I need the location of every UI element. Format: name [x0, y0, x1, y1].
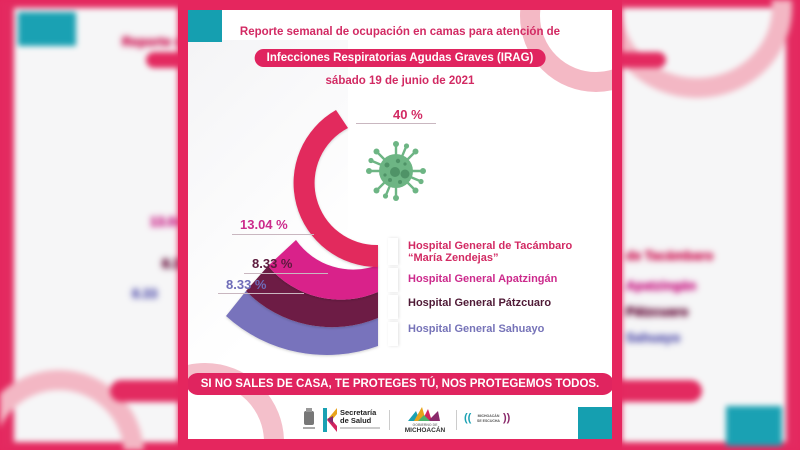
- slogan-pill: SI NO SALES DE CASA, TE PROTEGES TÚ, NOS…: [188, 373, 612, 395]
- radio-logo: MICHOACÁN SE ESCUCHA: [477, 414, 500, 423]
- logo-text: MICHOACÁN: [477, 414, 500, 418]
- blur-value: 13.04: [150, 214, 178, 229]
- blur-teal-square: [18, 12, 76, 46]
- leader-line: [356, 123, 436, 124]
- secretaria-salud-k-icon: [323, 408, 337, 432]
- blur-ring: [622, 0, 792, 98]
- infographic-frame: Reporte semanal de ocupación en camas pa…: [178, 0, 622, 450]
- logo-text: Secretaría: [340, 408, 377, 417]
- pct-label-apatzingan: 13.04 %: [240, 217, 288, 232]
- teal-square-bottom-right: [578, 407, 612, 439]
- arc-patzcuaro: [246, 266, 378, 328]
- logo-text: de Salud: [340, 416, 372, 425]
- logo-separator: [389, 410, 390, 430]
- blur-label: de Tacámbaro: [626, 248, 714, 263]
- legend-tab: [388, 238, 398, 265]
- blur-label: Apatzingán: [626, 278, 697, 293]
- legend-tab: [388, 295, 398, 319]
- blur-pill: [110, 380, 178, 402]
- blur-pill: [146, 52, 178, 68]
- infographic-card: Reporte semanal de ocupación en camas pa…: [188, 10, 612, 439]
- background-blur-left: Reporte sem 13.04 8.33 8.33: [0, 0, 178, 450]
- logo-subtitle: [340, 427, 380, 429]
- blur-header-text: Reporte sem: [122, 34, 178, 49]
- header-highlight-pill: Infecciones Respiratorias Agudas Graves …: [254, 49, 546, 67]
- leader-line: [244, 273, 328, 274]
- arc-apatzingan: [268, 240, 378, 300]
- teal-square-top-left: [188, 10, 222, 42]
- michoacan-logo: GOBIERNO DE MICHOACÁN: [402, 423, 448, 434]
- background-blur-right: de Tacámbaro Apatzingán Pátzcuaro Sahuay…: [622, 0, 800, 450]
- blur-value: 8.33: [162, 256, 178, 271]
- blur-label: Pátzcuaro: [626, 304, 689, 319]
- virus-icon: [366, 141, 426, 201]
- logo-text: GOBIERNO DE: [412, 423, 438, 427]
- state-coat-of-arms-icon: [303, 408, 315, 429]
- legend-label-patzcuaro: Hospital General Pátzcuaro: [408, 297, 552, 309]
- blur-value: 8.33: [132, 286, 158, 301]
- secretaria-salud-logo: Secretaría de Salud: [340, 409, 380, 429]
- legend-tab: [388, 322, 398, 346]
- logo-text: SE ESCUCHA: [477, 418, 500, 423]
- header-title: Reporte semanal de ocupación en camas pa…: [239, 26, 561, 38]
- pct-label-tacambaro: 40 %: [393, 107, 423, 122]
- blur-label: Sahuayo: [626, 330, 681, 345]
- blur-pill: [622, 52, 666, 68]
- blur-pill: [622, 380, 702, 402]
- leader-line: [232, 234, 314, 235]
- pct-label-patzcuaro: 8.33 %: [252, 256, 293, 271]
- legend-label-tacambaro: Hospital General de Tacámbaro “María Zen…: [408, 240, 573, 264]
- radial-bar-chart: [226, 110, 426, 355]
- arc-tacambaro: [293, 110, 378, 268]
- radio-wave-left-icon: ((: [464, 412, 472, 424]
- blur-teal-square: [726, 406, 782, 446]
- michoacan-flower-icon: [408, 407, 440, 421]
- leader-line: [218, 293, 304, 294]
- legend-label-sahuayo: Hospital General Sahuayo: [408, 323, 545, 335]
- legend-tab: [388, 268, 398, 292]
- arc-sahuayo: [226, 291, 378, 355]
- logo-text: MICHOACÁN: [404, 427, 446, 434]
- logo-bar: Secretaría de Salud GOBIERNO DE MICHOACÁ…: [188, 405, 612, 435]
- header-date: sábado 19 de junio de 2021: [325, 75, 475, 87]
- legend-label-apatzingan: Hospital General Apatzingán: [408, 273, 558, 285]
- pct-label-sahuayo: 8.33 %: [226, 277, 267, 292]
- logo-separator: [456, 410, 457, 430]
- radio-wave-right-icon: )): [503, 412, 511, 424]
